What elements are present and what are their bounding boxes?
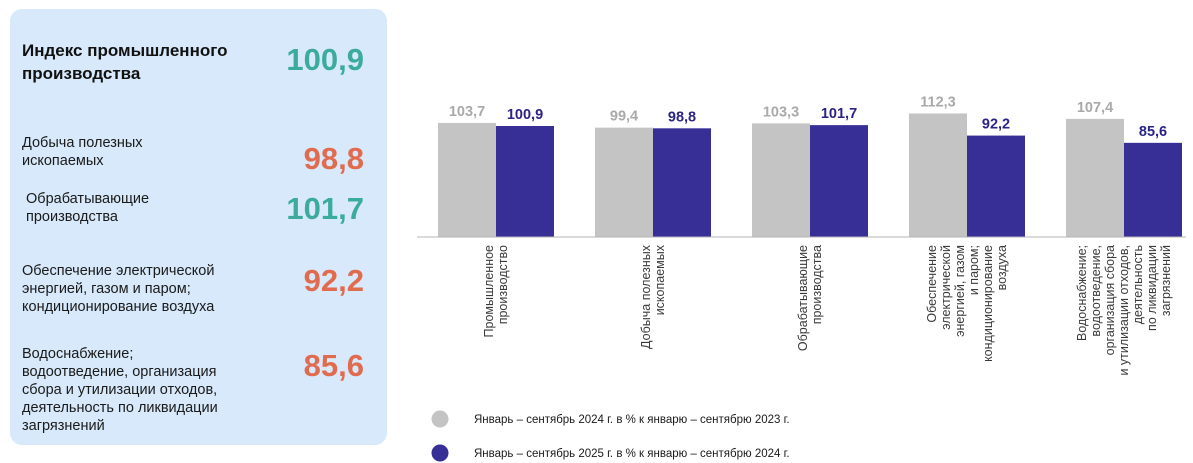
indicator-value: 100,9 [286,42,364,77]
category-label: производства [810,245,824,324]
indicator-label: Обрабатывающие производства [26,191,150,225]
indicator-label: Индекс промышленного производства [22,41,228,83]
indicator-label: Обеспечение электрической энергией, газо… [22,263,215,315]
bar-value-label: 92,2 [982,117,1010,133]
bar-value-label: 103,7 [449,104,485,120]
category-label: загрязнений [1159,245,1173,316]
category-label: и паром; [967,245,981,295]
bar [1066,118,1124,237]
category-label: водоотведение, [1089,245,1103,337]
bar-value-label: 101,7 [821,106,857,122]
category-label: Промышленное [482,245,496,337]
category-label: кондиционирование [981,245,995,362]
bar-value-label: 107,4 [1077,100,1113,116]
category-label: производство [496,245,510,324]
category-label: Добыча полезных [639,244,653,349]
category-label: ископаемых [653,244,667,315]
bar-value-label: 99,4 [610,109,638,125]
indicator-label: Водоснабжение; водоотведение, организаци… [22,346,218,434]
category-label: энергией, газом [953,245,967,337]
category-label: по ликвидации [1145,245,1159,331]
legend-label: Январь – сентябрь 2024 г. в % к январю –… [474,414,790,426]
category-label: Водоснабжение; [1075,245,1089,341]
bar-value-label: 103,3 [763,104,799,120]
category-label: воздуха [995,245,1009,290]
indicator-value: 98,8 [303,141,364,176]
legend-label: Январь – сентябрь 2025 г. в % к январю –… [474,448,790,460]
bar-value-label: 100,9 [507,107,543,123]
category-label: и утилизации отходов, [1117,245,1131,376]
indicator-panel: Индекс промышленного производства 100,9 … [10,9,387,445]
category-label: Обрабатывающие [796,245,810,351]
indicator-value: 85,6 [303,348,364,383]
bar [909,113,967,237]
category-label: Обеспечение [925,245,939,323]
bar-value-label: 112,3 [920,94,956,110]
bar-value-label: 98,8 [668,109,696,125]
indicator-value: 92,2 [303,263,364,298]
bar [1124,142,1182,237]
indicator-value: 101,7 [286,191,364,226]
bar [496,126,554,237]
bar [595,127,653,237]
bar [438,122,496,237]
bar [810,125,868,237]
bar [752,123,810,237]
bar [653,128,711,237]
legend-marker [431,410,449,428]
bar [967,135,1025,237]
indicator-label: Добыча полезных ископаемых [22,135,143,169]
bar-value-label: 85,6 [1139,124,1167,140]
legend-marker [431,444,449,462]
category-label: электрической [939,245,953,330]
category-label: организация сбора [1103,245,1117,355]
category-label: деятельность [1131,245,1145,324]
